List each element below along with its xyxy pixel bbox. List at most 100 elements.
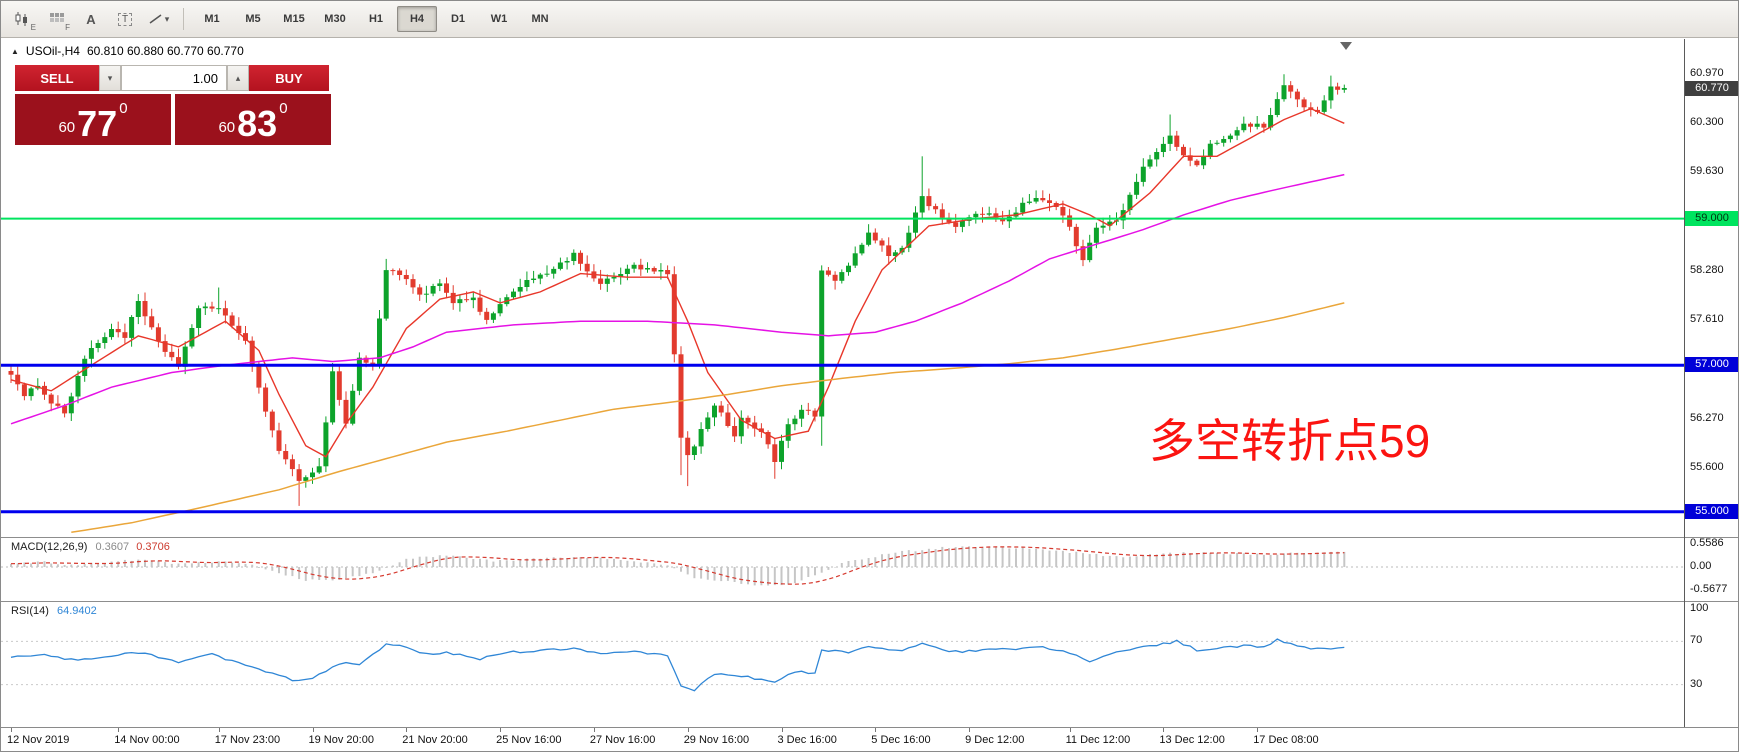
macd-signal-value: 0.3706 (136, 541, 170, 553)
price-axis[interactable]: 60.970 60.300 59.630 58.280 57.610 56.270 55.6… (1684, 1, 1738, 751)
timeframe-m1[interactable]: M1 (204, 13, 220, 25)
cursor-glyph: A (86, 11, 96, 27)
fast-ma-line[interactable] (10, 107, 1345, 458)
trade-panel-controls: SELL ▾ ▴ BUY (15, 65, 329, 91)
time-axis-tick (500, 728, 502, 732)
timeframe-m30[interactable]: M30 (324, 13, 346, 25)
cursor-tool-icon[interactable]: A (75, 5, 107, 33)
timeframe-w1[interactable]: W1 (490, 13, 508, 25)
macd-main-value: 0.3607 (95, 541, 130, 553)
slow-ma-line[interactable] (71, 302, 1345, 534)
draw-tool-icon[interactable]: ▾ (143, 5, 175, 33)
sell-price-big: 77 (77, 103, 118, 145)
time-axis-label: 9 Dec 12:00 (965, 734, 1025, 746)
time-axis-label: 17 Dec 08:00 (1253, 734, 1319, 746)
level-price-badge: 59.000 (1685, 210, 1738, 226)
sell-button[interactable]: SELL (15, 65, 99, 91)
time-axis-tick (11, 728, 12, 732)
timeframe-m15[interactable]: M15 (283, 13, 305, 25)
time-axis-label: 29 Nov 16:00 (683, 734, 750, 746)
time-axis-label: 21 Nov 20:00 (402, 734, 468, 746)
price-tick-label: 58.280 (1690, 264, 1724, 277)
chart-shift-marker[interactable] (1340, 42, 1352, 50)
tool-sub-label: F (65, 23, 70, 32)
rsi-value: 64.9402 (56, 605, 97, 617)
timeframe-mn[interactable]: MN (531, 13, 549, 25)
chevron-down-icon: ▾ (107, 72, 113, 83)
sell-price-sup: 0 (119, 100, 128, 117)
trade-panel-prices: 60 77 0 60 83 0 (15, 94, 331, 145)
timeframe-h1[interactable]: H1 (368, 13, 384, 25)
trendline-glyph (149, 14, 162, 24)
buy-price-box[interactable]: 60 83 0 (175, 94, 331, 145)
time-axis-tick (1163, 728, 1165, 732)
time-axis-tick (593, 728, 595, 732)
volume-input[interactable] (121, 65, 227, 91)
time-axis-label: 3 Dec 16:00 (777, 734, 837, 746)
time-axis-label: 17 Nov 23:00 (214, 734, 281, 746)
chevron-down-icon: ▾ (164, 13, 170, 24)
chart-annotation[interactable]: 多空转折点59 (1149, 415, 1431, 467)
panel-divider[interactable] (1, 537, 1738, 538)
rsi-chart[interactable] (1, 602, 1684, 725)
text-tool-icon[interactable]: T (109, 5, 141, 33)
macd-scale-label: 0.5586 (1690, 537, 1724, 550)
grid-glyph (50, 13, 64, 22)
price-axis-border (1684, 39, 1685, 727)
toolbar: E F A T ▾ M1 M5 M15 M30 H1 H4 D1 W1 MN (1, 1, 1738, 38)
timeframe-d1[interactable]: D1 (450, 13, 466, 25)
rsi-scale-label: 70 (1690, 634, 1703, 647)
time-axis-tick (1257, 728, 1259, 732)
time-axis-label: 12 Nov 2019 (7, 734, 70, 746)
price-tick-label: 59.630 (1690, 165, 1724, 178)
timeframe-m5[interactable]: M5 (245, 13, 261, 25)
chart-type-icon[interactable]: E (7, 5, 39, 33)
time-axis-tick (406, 728, 408, 732)
price-tick-label: 55.600 (1690, 460, 1724, 473)
rsi-line (10, 638, 1345, 692)
time-axis-tick (969, 728, 971, 732)
ohlc-values: 60.810 60.880 60.770 60.770 (86, 44, 244, 58)
sell-price-box[interactable]: 60 77 0 (15, 94, 171, 145)
time-axis-label: 13 Dec 12:00 (1159, 734, 1225, 746)
rsi-label: RSI(14) 64.9402 (11, 605, 97, 617)
candlestick-glyph (15, 12, 27, 26)
expand-icon[interactable]: ▲ (11, 46, 19, 56)
macd-name: MACD(12,26,9) (11, 541, 88, 553)
time-axis-label: 5 Dec 16:00 (871, 734, 931, 746)
macd-scale-label: 0.00 (1690, 560, 1712, 572)
macd-chart[interactable] (1, 538, 1684, 599)
buy-price-big: 83 (237, 103, 278, 145)
buy-price-sup: 0 (279, 100, 288, 117)
rsi-name: RSI(14) (11, 605, 49, 617)
chart-title: ▲ USOil-,H4 60.810 60.880 60.770 60.770 (11, 44, 244, 58)
chevron-up-icon: ▴ (235, 72, 241, 83)
symbol-label: USOil-,H4 (25, 44, 80, 58)
volume-dropdown-button[interactable]: ▾ (99, 65, 121, 91)
time-axis-tick (687, 728, 689, 732)
price-tick-label: 57.610 (1690, 313, 1724, 326)
time-axis-label: 25 Nov 16:00 (496, 734, 562, 746)
macd-label: MACD(12,26,9) 0.3607 0.3706 (11, 541, 170, 553)
price-tick-label: 56.270 (1690, 411, 1724, 424)
time-axis-tick (312, 728, 314, 732)
text-glyph: T (117, 12, 133, 26)
time-axis-label: 11 Dec 12:00 (1065, 734, 1131, 746)
time-axis-tick (118, 728, 120, 732)
panel-divider[interactable] (1, 601, 1738, 602)
buy-button[interactable]: BUY (249, 65, 329, 91)
price-tick-label: 60.300 (1690, 116, 1724, 129)
current-price-badge: 60.770 (1685, 80, 1738, 96)
main-price-chart[interactable] (1, 39, 1684, 535)
indicators-icon[interactable]: F (41, 5, 73, 33)
price-tick-label: 60.970 (1690, 67, 1724, 80)
macd-scale-label: -0.5677 (1690, 583, 1728, 596)
buy-price-prefix: 60 (218, 119, 236, 136)
sell-price-prefix: 60 (58, 119, 76, 136)
time-axis-tick (781, 728, 783, 732)
level-price-badge: 57.000 (1685, 357, 1738, 373)
volume-up-button[interactable]: ▴ (227, 65, 249, 91)
time-axis[interactable]: 12 Nov 2019 14 Nov 00:00 17 Nov 23:00 19 No… (1, 727, 1738, 751)
timeframe-h4[interactable]: H4 (397, 6, 437, 32)
